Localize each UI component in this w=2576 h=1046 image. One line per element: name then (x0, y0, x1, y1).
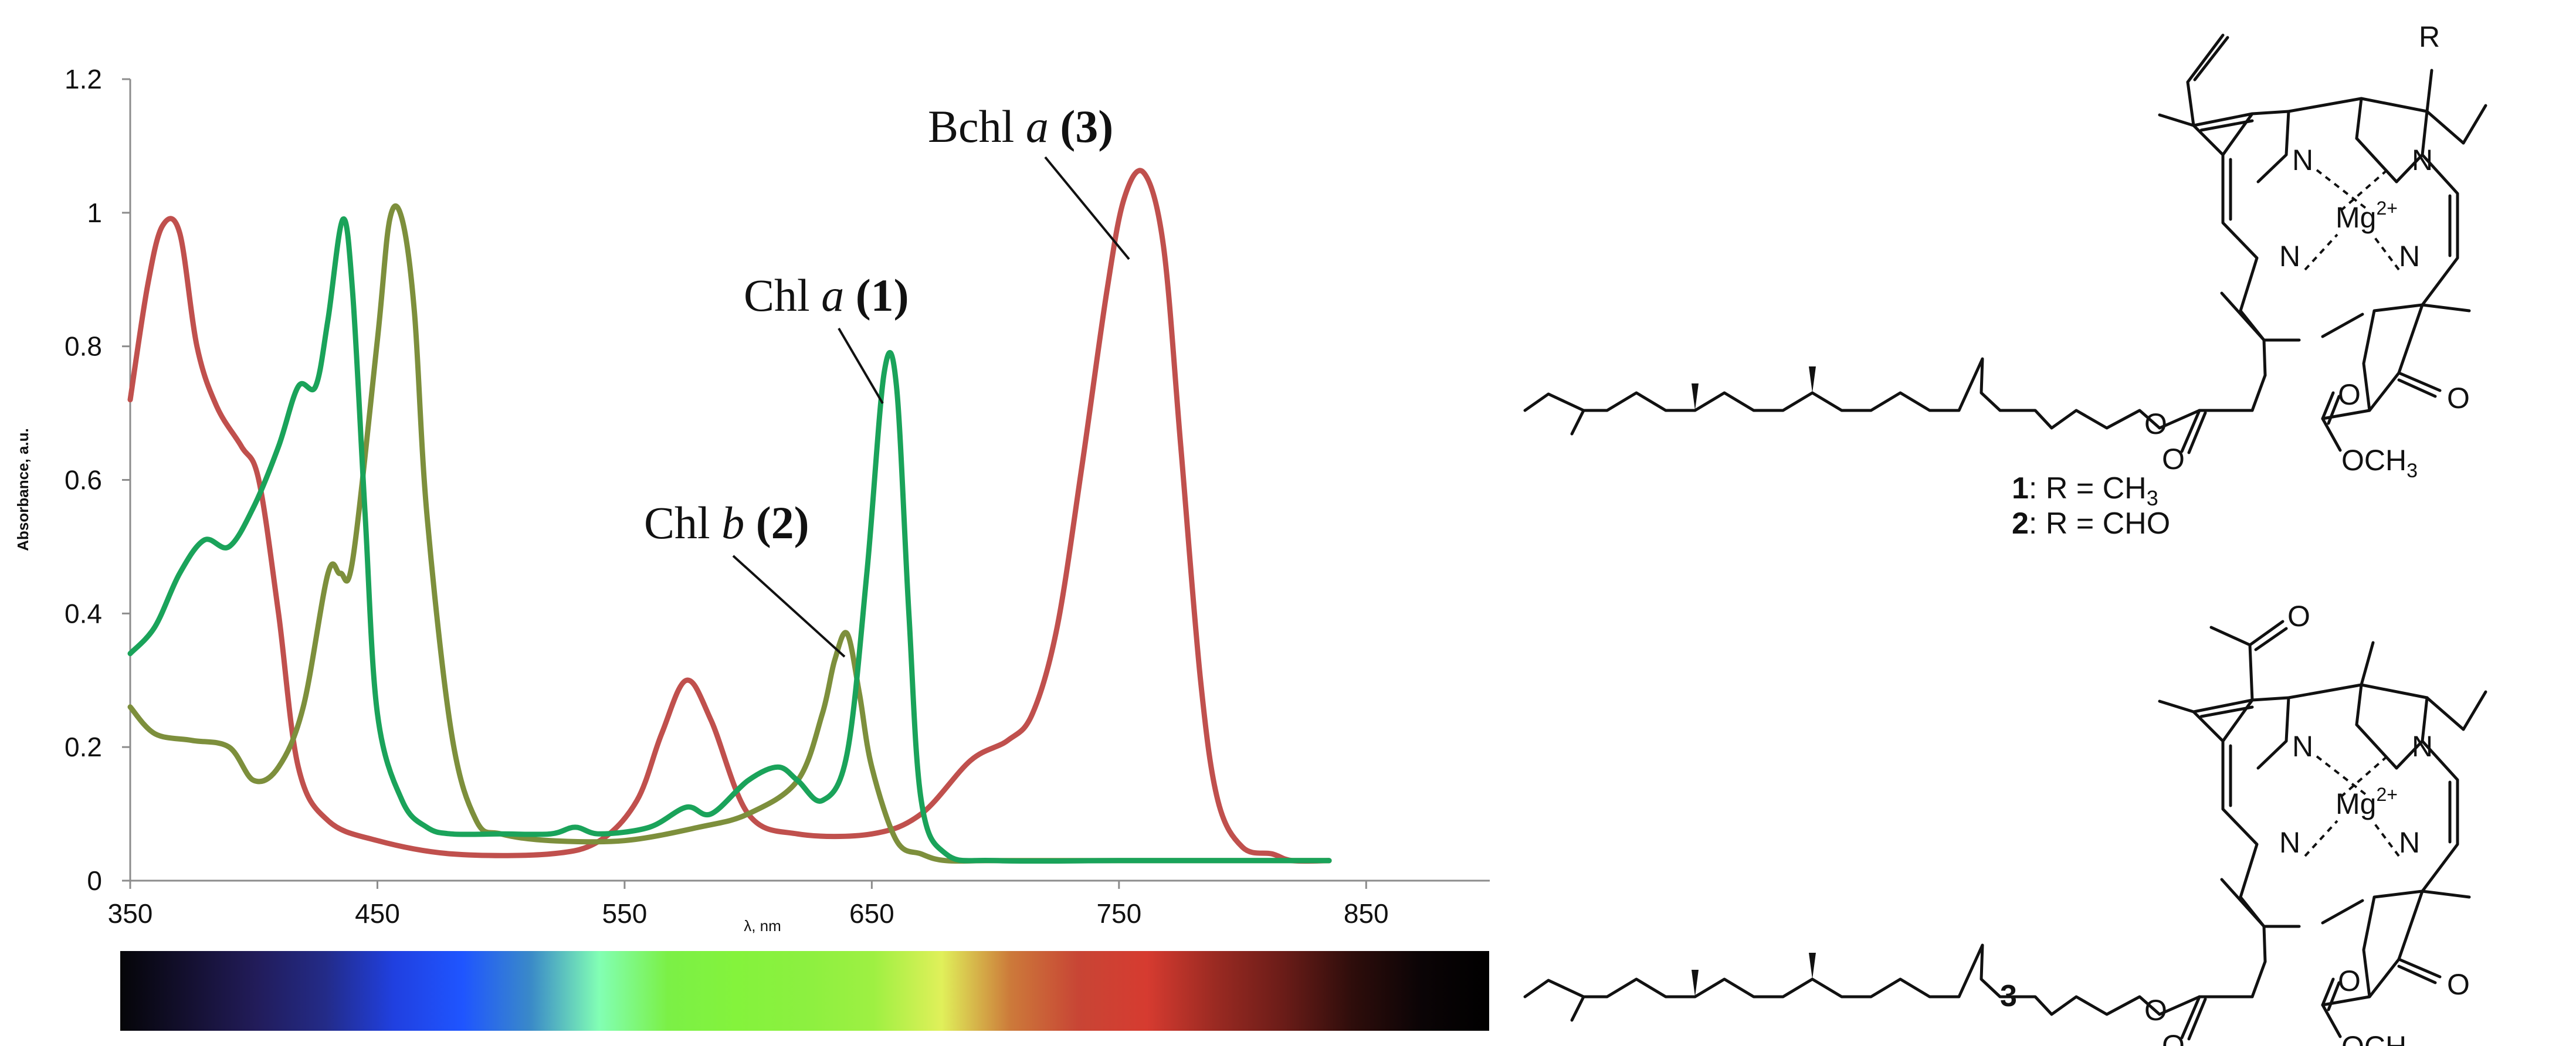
atom-o-acetyl: O (2287, 600, 2310, 633)
atom-n-4: N (2399, 240, 2420, 273)
y-axis-title: Absorbance, a.u. (14, 428, 32, 551)
atom-n-8: N (2399, 826, 2420, 859)
atom-o-carbonyl-2: O (2162, 1029, 2185, 1046)
methoxy-2: OCH3 (2341, 1030, 2418, 1046)
annotation-leader-chl-a (838, 327, 884, 405)
x-tick-label: 350 (108, 898, 153, 929)
compound-3-label: 3 (2000, 979, 2017, 1013)
chlorophyll-structure-top: N N N N Mg2+ R O O OCH3 O O 1: R = CH3 2… (1523, 21, 2487, 541)
atom-o-carbonyl-1: O (2162, 443, 2185, 476)
compound-1-label: 1: R = CH3 (2012, 471, 2158, 510)
metal-center-2: Mg2+ (2336, 784, 2398, 820)
series-line-chl-a-1 (127, 216, 1332, 864)
atom-n-7: N (2279, 826, 2300, 859)
y-tick-label: 1 (87, 198, 102, 228)
methoxy-1: OCH3 (2341, 444, 2418, 482)
absorbance-chart: 0 0.2 0.4 0.6 0.8 1 1.2 350 450 550 650 750 850 Abso… (14, 64, 1490, 1031)
atom-o-link-2: O (2144, 994, 2167, 1027)
chlorophyll-structures: N N N N Mg2+ R O O OCH3 O O 1: R = CH3 2… (1523, 21, 2487, 1046)
compound-2-label: 2: R = CHO (2012, 507, 2170, 541)
atom-n-6: N (2412, 730, 2433, 763)
series-line-chl-b-2 (127, 203, 1332, 864)
visible-spectrum-bar (120, 951, 1489, 1031)
annotation-chl-b: Chl b (2) (644, 497, 809, 548)
y-tick-label: 0 (87, 865, 102, 896)
x-tick-label: 650 (849, 898, 894, 929)
x-tick-label: 750 (1096, 898, 1141, 929)
bacteriochlorophyll-structure-bottom: N N N N Mg2+ O O O OCH3 O O (1523, 600, 2487, 1046)
y-tick-label: 0.8 (65, 331, 102, 362)
y-tick-label: 0.6 (65, 465, 102, 495)
atom-o-ketone-2: O (2447, 968, 2470, 1001)
atom-n-2: N (2412, 144, 2433, 176)
annotation-leader-bchl-a (1044, 156, 1130, 260)
series-line-bchl-a-3 (127, 168, 1332, 864)
atom-n-1: N (2292, 144, 2313, 176)
x-tick-label: 850 (1344, 898, 1389, 929)
x-axis-title: λ, nm (744, 917, 781, 935)
x-tick-label: 450 (355, 898, 400, 929)
metal-center-1: Mg2+ (2336, 198, 2398, 234)
atom-o-link-1: O (2144, 407, 2167, 440)
r-group-label: R (2419, 21, 2440, 53)
atom-o-ketone-1: O (2447, 382, 2470, 415)
y-tick-label: 1.2 (65, 64, 102, 94)
atom-n-3: N (2279, 240, 2300, 273)
atom-o-ester-2: O (2338, 965, 2361, 997)
atom-o-ester-1: O (2338, 378, 2361, 411)
x-tick-label: 550 (602, 898, 648, 929)
annotation-bchl-a: Bchl a (3) (928, 101, 1113, 152)
atom-n-5: N (2292, 730, 2313, 763)
annotation-chl-a: Chl a (1) (744, 270, 909, 321)
y-tick-label: 0.4 (65, 598, 102, 629)
y-tick-label: 0.2 (65, 732, 102, 762)
annotation-leader-chl-b (732, 555, 846, 658)
